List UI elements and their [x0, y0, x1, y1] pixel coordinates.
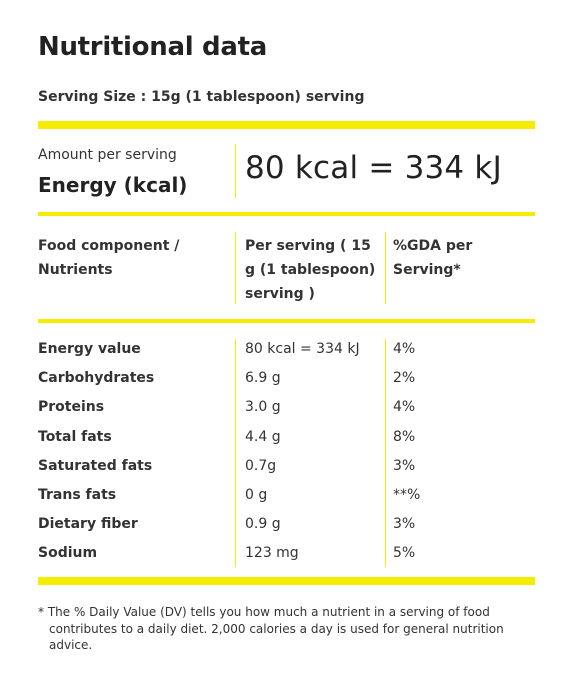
column-divider: [385, 339, 386, 567]
per-serving-value: 123 mg: [245, 545, 299, 562]
gda-value: 3%: [393, 516, 416, 533]
nutrient-name: Sodium: [38, 545, 98, 562]
nutrient-name: Saturated fats: [38, 457, 153, 474]
nutrient-name: Carbohydrates: [38, 370, 155, 387]
header-gda: %GDA per Serving*: [393, 238, 473, 278]
footnote: * The % Daily Value (DV) tells you how m…: [38, 605, 504, 652]
per-serving-value: 0.7g: [245, 457, 277, 474]
table-row: Saturated fats 0.7g 3%: [38, 452, 535, 481]
per-serving-value: 0 g: [245, 486, 268, 503]
table-row: Dietary fiber 0.9 g 3%: [38, 510, 535, 539]
header-per-serving: Per serving ( 15 g (1 tablespoon) servin…: [245, 238, 376, 302]
nutrient-name: Energy value: [38, 341, 141, 357]
table-row: Sodium 123 mg 5%: [38, 539, 535, 568]
amount-per-serving-label: Amount per serving: [38, 147, 177, 163]
divider-bar: [38, 319, 535, 323]
column-divider: [235, 232, 236, 304]
gda-value: 2%: [393, 370, 416, 387]
page-title: Nutritional data: [38, 32, 267, 62]
gda-value: **%: [393, 486, 421, 503]
column-divider: [385, 232, 386, 304]
gda-value: 4%: [393, 399, 416, 416]
per-serving-value: 6.9 g: [245, 370, 281, 387]
column-divider: [235, 339, 236, 567]
table-row: Trans fats 0 g **%: [38, 481, 535, 510]
divider-bar: [38, 121, 535, 129]
divider-bar: [38, 212, 535, 216]
per-serving-value: 80 kcal = 334 kJ: [245, 341, 360, 357]
energy-label: Energy (kcal): [38, 173, 188, 197]
table-row: Carbohydrates 6.9 g 2%: [38, 364, 535, 393]
nutrient-name: Total fats: [38, 428, 112, 445]
gda-value: 8%: [393, 428, 416, 445]
divider-bar: [38, 577, 535, 585]
serving-size: Serving Size : 15g (1 tablespoon) servin…: [38, 89, 365, 105]
gda-value: 4%: [393, 341, 416, 357]
nutrient-name: Trans fats: [38, 486, 117, 503]
table-row: Energy value 80 kcal = 334 kJ 4%: [38, 335, 535, 364]
gda-value: 3%: [393, 457, 416, 474]
header-food-component: Food component / Nutrients: [38, 238, 180, 278]
nutrient-name: Dietary fiber: [38, 516, 138, 533]
per-serving-value: 0.9 g: [245, 516, 281, 533]
column-divider: [235, 144, 236, 198]
per-serving-value: 4.4 g: [245, 428, 281, 445]
nutrient-name: Proteins: [38, 399, 105, 416]
nutrient-table-body: Energy value 80 kcal = 334 kJ 4% Carbohy…: [38, 335, 535, 569]
per-serving-value: 3.0 g: [245, 399, 281, 416]
table-row: Proteins 3.0 g 4%: [38, 393, 535, 422]
table-row: Total fats 4.4 g 8%: [38, 423, 535, 452]
energy-value: 80 kcal = 334 kJ: [245, 150, 502, 186]
gda-value: 5%: [393, 545, 416, 562]
